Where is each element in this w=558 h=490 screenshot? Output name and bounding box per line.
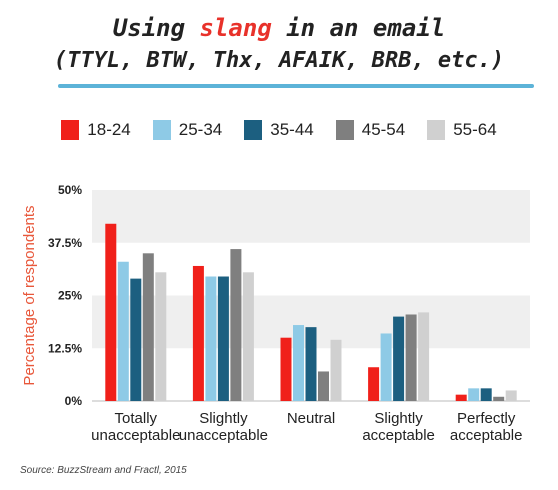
bar [105,223,117,401]
bar [380,333,392,401]
y-tick-label: 25% [58,289,82,303]
legend: 18-24 25-34 35-44 45-54 55-64 [0,120,558,140]
x-category-label: Totally unacceptable [91,410,180,444]
bar [280,337,292,401]
bar [242,272,254,401]
legend-swatch [427,120,446,140]
bar [405,314,417,401]
grid-band [92,190,530,243]
chart-subtitle: (TTYL, BTW, Thx, AFAIK, BRB, etc.) [53,48,505,73]
legend-label: 55-64 [453,120,497,139]
legend-item: 35-44 [244,120,314,140]
y-tick-label: 37.5% [48,236,82,250]
bar [117,261,129,401]
bar [493,396,505,401]
title-underline [58,84,534,88]
legend-label: 18-24 [87,120,131,139]
legend-item: 45-54 [335,120,406,140]
bar [505,390,517,401]
x-category-label: Slightly acceptable [362,410,435,444]
source-note: Source: BuzzStream and Fractl, 2015 [20,465,187,476]
bar [418,312,430,401]
title-prefix: Using [112,14,200,42]
bar [455,394,467,401]
bar [393,316,405,401]
bar [468,388,480,401]
legend-item: 18-24 [61,120,131,140]
bar [142,253,154,401]
bar [305,327,317,401]
x-category-label: Slightly unacceptable [179,410,268,444]
x-category-label: Neutral [287,410,335,427]
bar [130,278,142,401]
legend-swatch [335,120,354,140]
bar [230,249,242,401]
y-tick-label: 50% [58,183,82,197]
title-suffix: in an email [271,14,446,42]
legend-item: 55-64 [427,120,497,140]
bar [192,265,204,401]
bar [155,272,167,401]
chart-title: Using slang in an email [0,14,558,42]
bar [368,367,380,401]
bar [330,339,342,401]
legend-swatch [152,120,171,140]
bar [318,371,329,401]
bar [480,388,492,401]
bar [293,325,304,401]
legend-label: 45-54 [361,120,406,139]
legend-swatch [61,120,80,140]
title-highlight: slang [199,14,272,42]
legend-item: 25-34 [152,120,223,140]
legend-label: 35-44 [270,120,314,139]
y-tick-label: 12.5% [48,341,82,355]
bar [217,276,229,401]
y-axis-label: Percentage of respondents [21,205,38,385]
x-category-label: Perfectly acceptable [450,410,523,444]
bar [205,276,217,401]
legend-swatch [244,120,263,140]
legend-label: 25-34 [178,120,223,139]
y-tick-label: 0% [65,394,83,408]
